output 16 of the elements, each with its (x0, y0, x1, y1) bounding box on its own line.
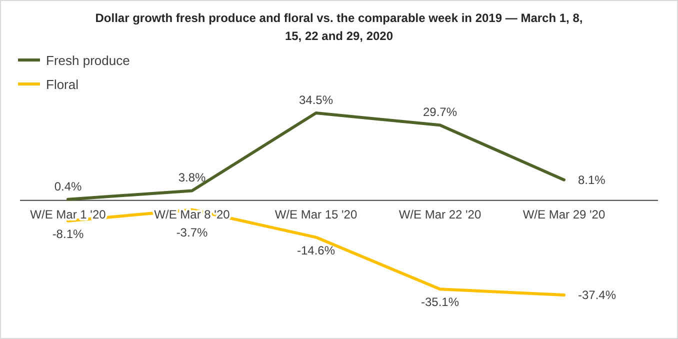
data-label: 29.7% (422, 105, 458, 120)
x-tick-label: W/E Mar 29 '20 (522, 207, 606, 222)
data-label: -8.1% (52, 226, 84, 241)
x-tick-label: W/E Mar 15 '20 (274, 207, 358, 222)
data-label: -35.1% (420, 295, 460, 310)
data-label: -37.4% (578, 288, 616, 302)
legend-label: Fresh produce (46, 53, 130, 68)
data-label: 34.5% (298, 93, 334, 107)
data-label: 0.4% (54, 179, 82, 194)
x-tick-label: W/E Mar 22 '20 (398, 207, 482, 222)
data-label: -3.7% (176, 225, 208, 240)
chart-title: Dollar growth fresh produce and floral vs. the comparable week in 2019 — March 1, 8, 15, 22 and 29, 2020 (95, 11, 583, 43)
data-label: 8.1% (578, 172, 606, 187)
legend-label: Floral (46, 77, 79, 92)
data-label: -14.6% (296, 243, 336, 258)
data-label: 3.8% (178, 170, 206, 185)
